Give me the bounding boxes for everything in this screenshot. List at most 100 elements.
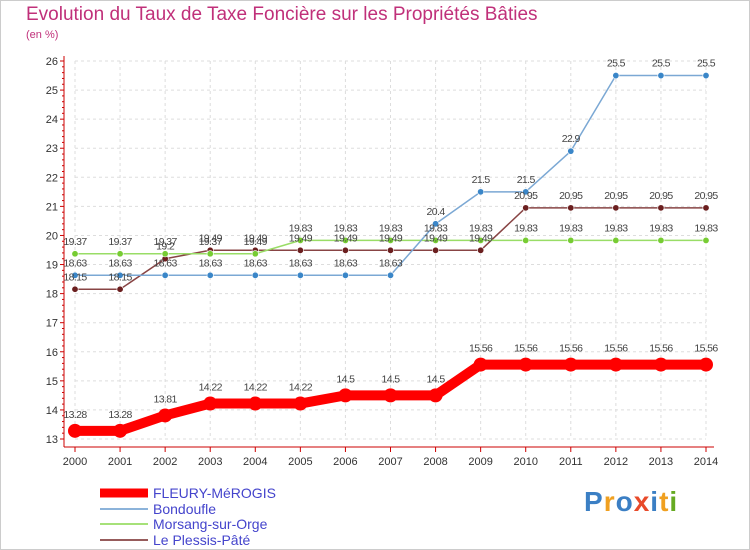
axes: 13 14 15 16 17 18 19 20 21 22 23 24 25 26 2000 2001 2002… [46, 56, 718, 468]
data-point [612, 72, 620, 80]
data-label: 18.63 [334, 257, 358, 269]
data-label: 14.22 [244, 382, 268, 394]
x-tick-label: 2002 [153, 456, 177, 468]
data-point [702, 236, 710, 244]
y-tick-label: 25 [46, 85, 58, 97]
data-label: 20.95 [559, 190, 583, 202]
data-label: 19.49 [244, 236, 268, 248]
data-point [338, 388, 353, 403]
data-point [432, 246, 440, 254]
y-tick-label: 19 [46, 260, 58, 272]
data-label: 15.56 [604, 343, 628, 355]
data-point [341, 246, 349, 254]
y-tick-label: 24 [46, 114, 58, 126]
data-label: 19.49 [289, 232, 313, 244]
data-label: 19.83 [379, 222, 403, 234]
y-tick-label: 14 [46, 405, 58, 417]
data-point [161, 271, 169, 279]
data-point [113, 423, 128, 438]
data-point [161, 250, 169, 258]
legend-label: Le Plessis-Pâté [153, 532, 250, 548]
data-label: 15.56 [649, 343, 673, 355]
data-point [203, 396, 218, 411]
data-label: 18.63 [289, 257, 313, 269]
data-label: 13.28 [63, 409, 87, 421]
data-point [68, 423, 82, 438]
data-label: 18.63 [154, 257, 178, 269]
data-point [71, 250, 79, 258]
x-tick-label: 2013 [649, 456, 673, 468]
y-tick-label: 13 [46, 434, 58, 446]
data-point [248, 396, 263, 411]
data-point [386, 246, 394, 254]
x-tick-label: 2009 [468, 456, 492, 468]
data-point [477, 188, 485, 196]
data-label: 18.63 [108, 257, 132, 269]
brand-logo: Proxiti [584, 486, 678, 518]
data-label: 14.5 [336, 373, 355, 385]
data-label: 19.83 [604, 222, 628, 234]
chart-subtitle: (en %) [26, 29, 59, 41]
data-label: 20.4 [427, 206, 446, 218]
data-label: 25.5 [697, 58, 716, 70]
data-point [608, 357, 623, 372]
x-tick-label: 2001 [108, 456, 132, 468]
data-point [657, 72, 665, 80]
data-label: 19.83 [334, 222, 358, 234]
data-label: 19.49 [379, 232, 403, 244]
data-point [428, 388, 443, 403]
x-tick-label: 2014 [694, 456, 718, 468]
data-label: 18.63 [63, 257, 87, 269]
legend-label: Bondoufle [153, 501, 216, 517]
data-label: 21.5 [472, 174, 491, 186]
data-label: 22.9 [562, 133, 581, 145]
y-tick-label: 26 [46, 56, 58, 68]
data-point [657, 204, 665, 212]
data-label: 19.83 [289, 222, 313, 234]
x-tick-label: 2010 [513, 456, 537, 468]
data-label: 13.28 [108, 409, 132, 421]
x-tick-label: 2003 [198, 456, 222, 468]
data-label: 14.5 [381, 373, 400, 385]
data-point [383, 388, 398, 403]
data-label: 15.56 [514, 343, 538, 355]
data-label: 20.95 [604, 190, 628, 202]
brand-letter: x [633, 486, 651, 517]
brand-letter: o [615, 486, 634, 517]
data-point [386, 271, 394, 279]
data-point [653, 357, 668, 372]
data-point [563, 357, 578, 372]
data-label: 19.83 [469, 222, 493, 234]
data-label: 18.15 [108, 271, 132, 283]
x-tick-label: 2012 [604, 456, 628, 468]
data-label: 20.95 [694, 190, 718, 202]
brand-letter: t [659, 486, 670, 517]
data-point [116, 271, 124, 279]
data-point [206, 271, 214, 279]
y-tick-label: 21 [46, 201, 58, 213]
data-point [522, 188, 530, 196]
data-point [341, 236, 349, 244]
data-label: 19.49 [244, 232, 268, 244]
data-point [116, 250, 124, 258]
data-point [567, 204, 575, 212]
data-label: 20.95 [649, 190, 673, 202]
data-label: 19.83 [559, 222, 583, 234]
data-point [518, 357, 533, 372]
series-markers [68, 72, 713, 438]
data-point [206, 250, 214, 258]
data-point [296, 236, 304, 244]
data-point [477, 236, 485, 244]
data-label: 20.95 [514, 190, 538, 202]
data-point [251, 250, 259, 258]
data-label: 19.83 [424, 222, 448, 234]
y-tick-label: 16 [46, 347, 58, 359]
data-label: 19.49 [469, 232, 493, 244]
data-point [657, 236, 665, 244]
data-label: 19.37 [63, 236, 87, 248]
data-point [702, 72, 710, 80]
data-label: 19.49 [424, 232, 448, 244]
data-label: 15.56 [694, 343, 718, 355]
